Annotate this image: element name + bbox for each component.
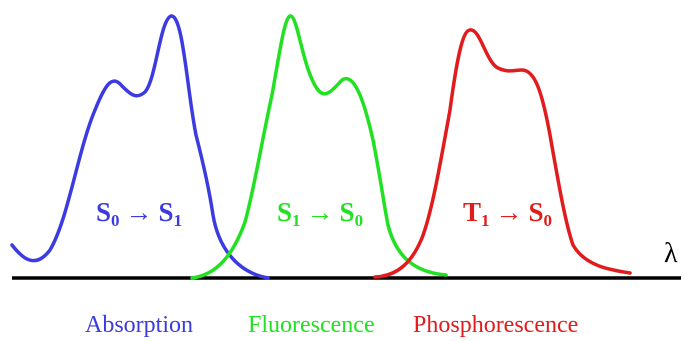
absorption-band-curve <box>10 14 270 280</box>
phosphorescence-label: Phosphorescence <box>413 312 578 338</box>
absorption-label: Absorption <box>85 312 193 338</box>
phosphorescence-band-curve <box>373 28 632 279</box>
phosphorescence-transition-label: T1 → S0 <box>463 197 552 230</box>
wavelength-symbol: λ <box>664 238 678 269</box>
fluorescence-transition-label: S1 → S0 <box>277 197 363 230</box>
absorption-transition-label: S0 → S1 <box>96 197 182 230</box>
fluorescence-band-curve <box>190 14 448 280</box>
fluorescence-label: Fluorescence <box>248 312 375 338</box>
